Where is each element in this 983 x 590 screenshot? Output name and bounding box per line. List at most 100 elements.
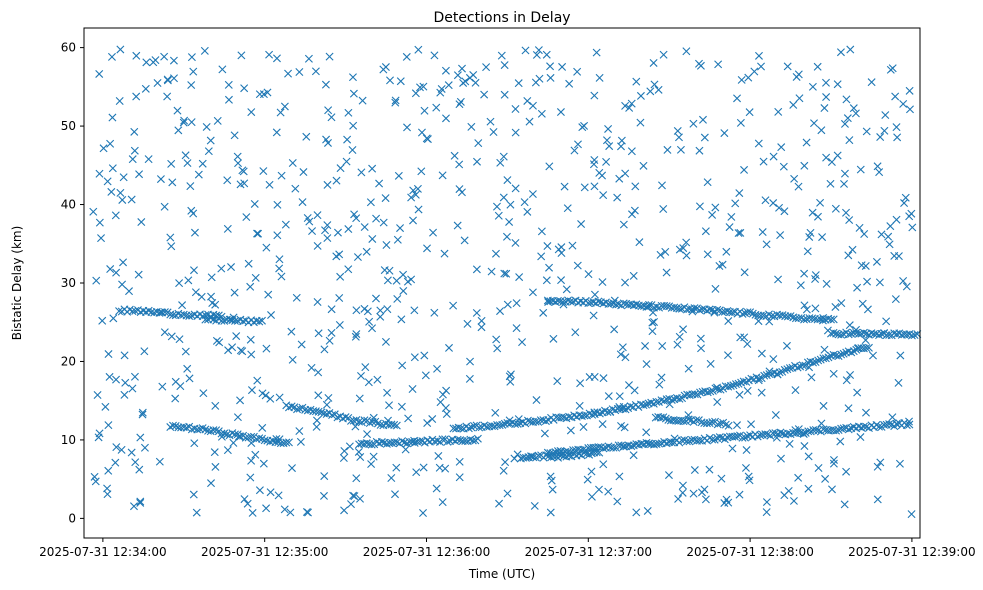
- data-point: [229, 438, 238, 447]
- data-point: [90, 472, 99, 481]
- data-point: [543, 242, 552, 251]
- data-point: [436, 88, 445, 97]
- data-point: [546, 73, 555, 82]
- data-point: [141, 84, 150, 93]
- data-point: [396, 77, 405, 86]
- data-point: [255, 486, 264, 495]
- data-point: [745, 108, 754, 117]
- data-point: [348, 146, 357, 154]
- data-point: [893, 133, 902, 142]
- data-point: [325, 52, 334, 61]
- data-point: [409, 186, 418, 195]
- data-point: [817, 419, 826, 428]
- data-point: [717, 474, 726, 483]
- data-point: [642, 360, 651, 369]
- data-point: [138, 410, 147, 419]
- data-point: [390, 420, 399, 429]
- data-point: [705, 465, 714, 474]
- data-point: [833, 80, 842, 89]
- data-point: [872, 257, 881, 266]
- data-point: [230, 288, 239, 297]
- data-point: [211, 401, 220, 410]
- data-point: [387, 474, 396, 483]
- data-point: [848, 245, 857, 254]
- data-point: [275, 264, 284, 273]
- data-point: [125, 287, 133, 296]
- data-point: [786, 430, 795, 439]
- data-point: [525, 117, 534, 126]
- data-point: [128, 155, 137, 164]
- data-point: [844, 404, 853, 413]
- data-point: [228, 343, 237, 352]
- data-point: [234, 159, 243, 168]
- data-point: [757, 62, 766, 71]
- data-point: [907, 510, 916, 519]
- data-point: [793, 363, 802, 372]
- data-point: [722, 247, 731, 256]
- data-point: [429, 228, 438, 237]
- data-point: [455, 100, 464, 109]
- data-point: [544, 298, 553, 307]
- data-point: [658, 181, 666, 190]
- data-point: [662, 302, 671, 311]
- data-point: [169, 56, 178, 65]
- data-point: [187, 53, 196, 62]
- data-point: [218, 65, 227, 74]
- data-point: [900, 199, 909, 208]
- data-point: [383, 388, 392, 397]
- data-point: [867, 78, 876, 87]
- data-point: [758, 228, 767, 237]
- data-point: [545, 162, 554, 171]
- data-point: [95, 69, 104, 78]
- data-point: [795, 94, 804, 103]
- data-point: [204, 147, 213, 156]
- data-point: [344, 265, 353, 274]
- data-point: [811, 425, 820, 434]
- y-tick-label: 50: [61, 119, 76, 133]
- data-point: [414, 205, 423, 214]
- data-point: [486, 117, 495, 126]
- data-point: [232, 332, 241, 341]
- data-point: [496, 158, 505, 167]
- data-point: [891, 92, 900, 101]
- data-point: [626, 402, 635, 411]
- data-point: [194, 170, 203, 179]
- data-point: [320, 345, 329, 354]
- data-point: [731, 199, 740, 208]
- data-point: [885, 330, 894, 339]
- data-point: [253, 376, 262, 385]
- data-point: [430, 308, 439, 317]
- data-point: [455, 160, 464, 169]
- data-point: [757, 349, 766, 358]
- data-point: [814, 426, 823, 435]
- plot-frame: [83, 27, 921, 539]
- data-point: [643, 506, 652, 515]
- data-point: [472, 265, 481, 274]
- data-point: [740, 333, 749, 342]
- data-point: [185, 374, 194, 383]
- data-point: [468, 436, 477, 445]
- data-point: [240, 84, 249, 93]
- data-point: [298, 198, 307, 207]
- data-point: [733, 432, 742, 441]
- data-point: [505, 217, 514, 226]
- data-point: [238, 166, 247, 175]
- data-point: [800, 161, 809, 170]
- data-point: [549, 334, 558, 343]
- data-point: [201, 315, 210, 324]
- data-point: [373, 375, 382, 384]
- data-point: [464, 424, 473, 433]
- data-point: [299, 168, 308, 177]
- data-point: [272, 54, 281, 63]
- data-point: [457, 424, 466, 433]
- data-point: [386, 76, 395, 85]
- data-point: [98, 316, 107, 325]
- data-point: [246, 473, 255, 482]
- data-point: [811, 304, 820, 313]
- data-point: [247, 432, 256, 441]
- data-point: [367, 440, 376, 449]
- data-point: [869, 351, 877, 360]
- data-point: [598, 278, 607, 287]
- data-point: [743, 308, 752, 317]
- data-point: [284, 69, 293, 78]
